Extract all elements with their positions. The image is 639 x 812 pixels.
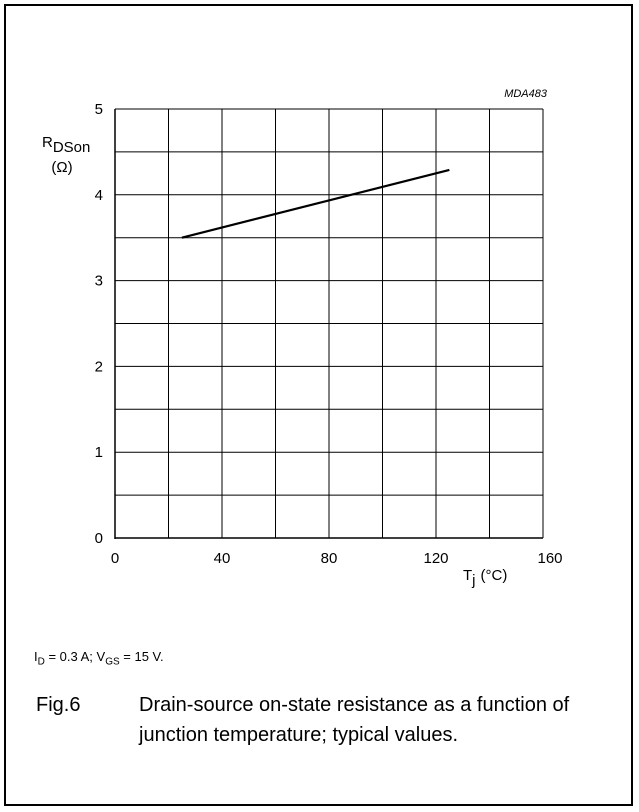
y-tick-label: 0	[95, 530, 103, 547]
x-axis-label-main: T	[463, 567, 472, 584]
series-line	[181, 168, 450, 239]
x-axis-label: Tj (°C)	[463, 567, 507, 589]
x-tick-label: 40	[214, 550, 231, 567]
chart-ticks: 0 40 80 120 160 0 1 2 3 4 5	[95, 101, 563, 567]
test-conditions: ID = 0.3 A; VGS = 15 V.	[34, 649, 164, 668]
y-tick-label: 2	[95, 358, 103, 375]
chart-series	[181, 168, 450, 239]
figure-code-label: MDA483	[504, 88, 548, 100]
x-tick-label: 0	[111, 550, 119, 567]
x-axis-label-sub: j	[471, 572, 475, 589]
y-tick-label: 5	[95, 101, 103, 118]
x-tick-label: 120	[423, 550, 448, 567]
y-axis-unit: (Ω)	[51, 159, 72, 176]
x-axis-label-unit: (°C)	[481, 567, 508, 584]
y-axis-label-sub: DSon	[53, 139, 91, 156]
x-tick-label: 160	[537, 550, 562, 567]
figure-frame	[4, 4, 633, 806]
vgs-label: V	[96, 649, 106, 664]
id-value: = 0.3 A;	[44, 649, 97, 664]
figure-number: Fig.6	[36, 694, 81, 716]
vgs-sub: GS	[105, 656, 120, 668]
id-sub: D	[37, 656, 45, 668]
x-tick-label: 80	[321, 550, 338, 567]
y-tick-label: 3	[95, 273, 103, 290]
chart-grid	[115, 108, 544, 538]
y-tick-label: 1	[95, 444, 103, 461]
y-axis-label-main: R	[42, 134, 53, 151]
y-axis-label: RDSon	[42, 134, 90, 156]
figure-caption-text: Drain-source on-state resistance as a fu…	[139, 694, 570, 746]
y-tick-label: 4	[95, 187, 103, 204]
vgs-value: = 15 V.	[119, 649, 164, 664]
chart-axes	[114, 109, 543, 539]
id-label: I	[34, 649, 38, 664]
